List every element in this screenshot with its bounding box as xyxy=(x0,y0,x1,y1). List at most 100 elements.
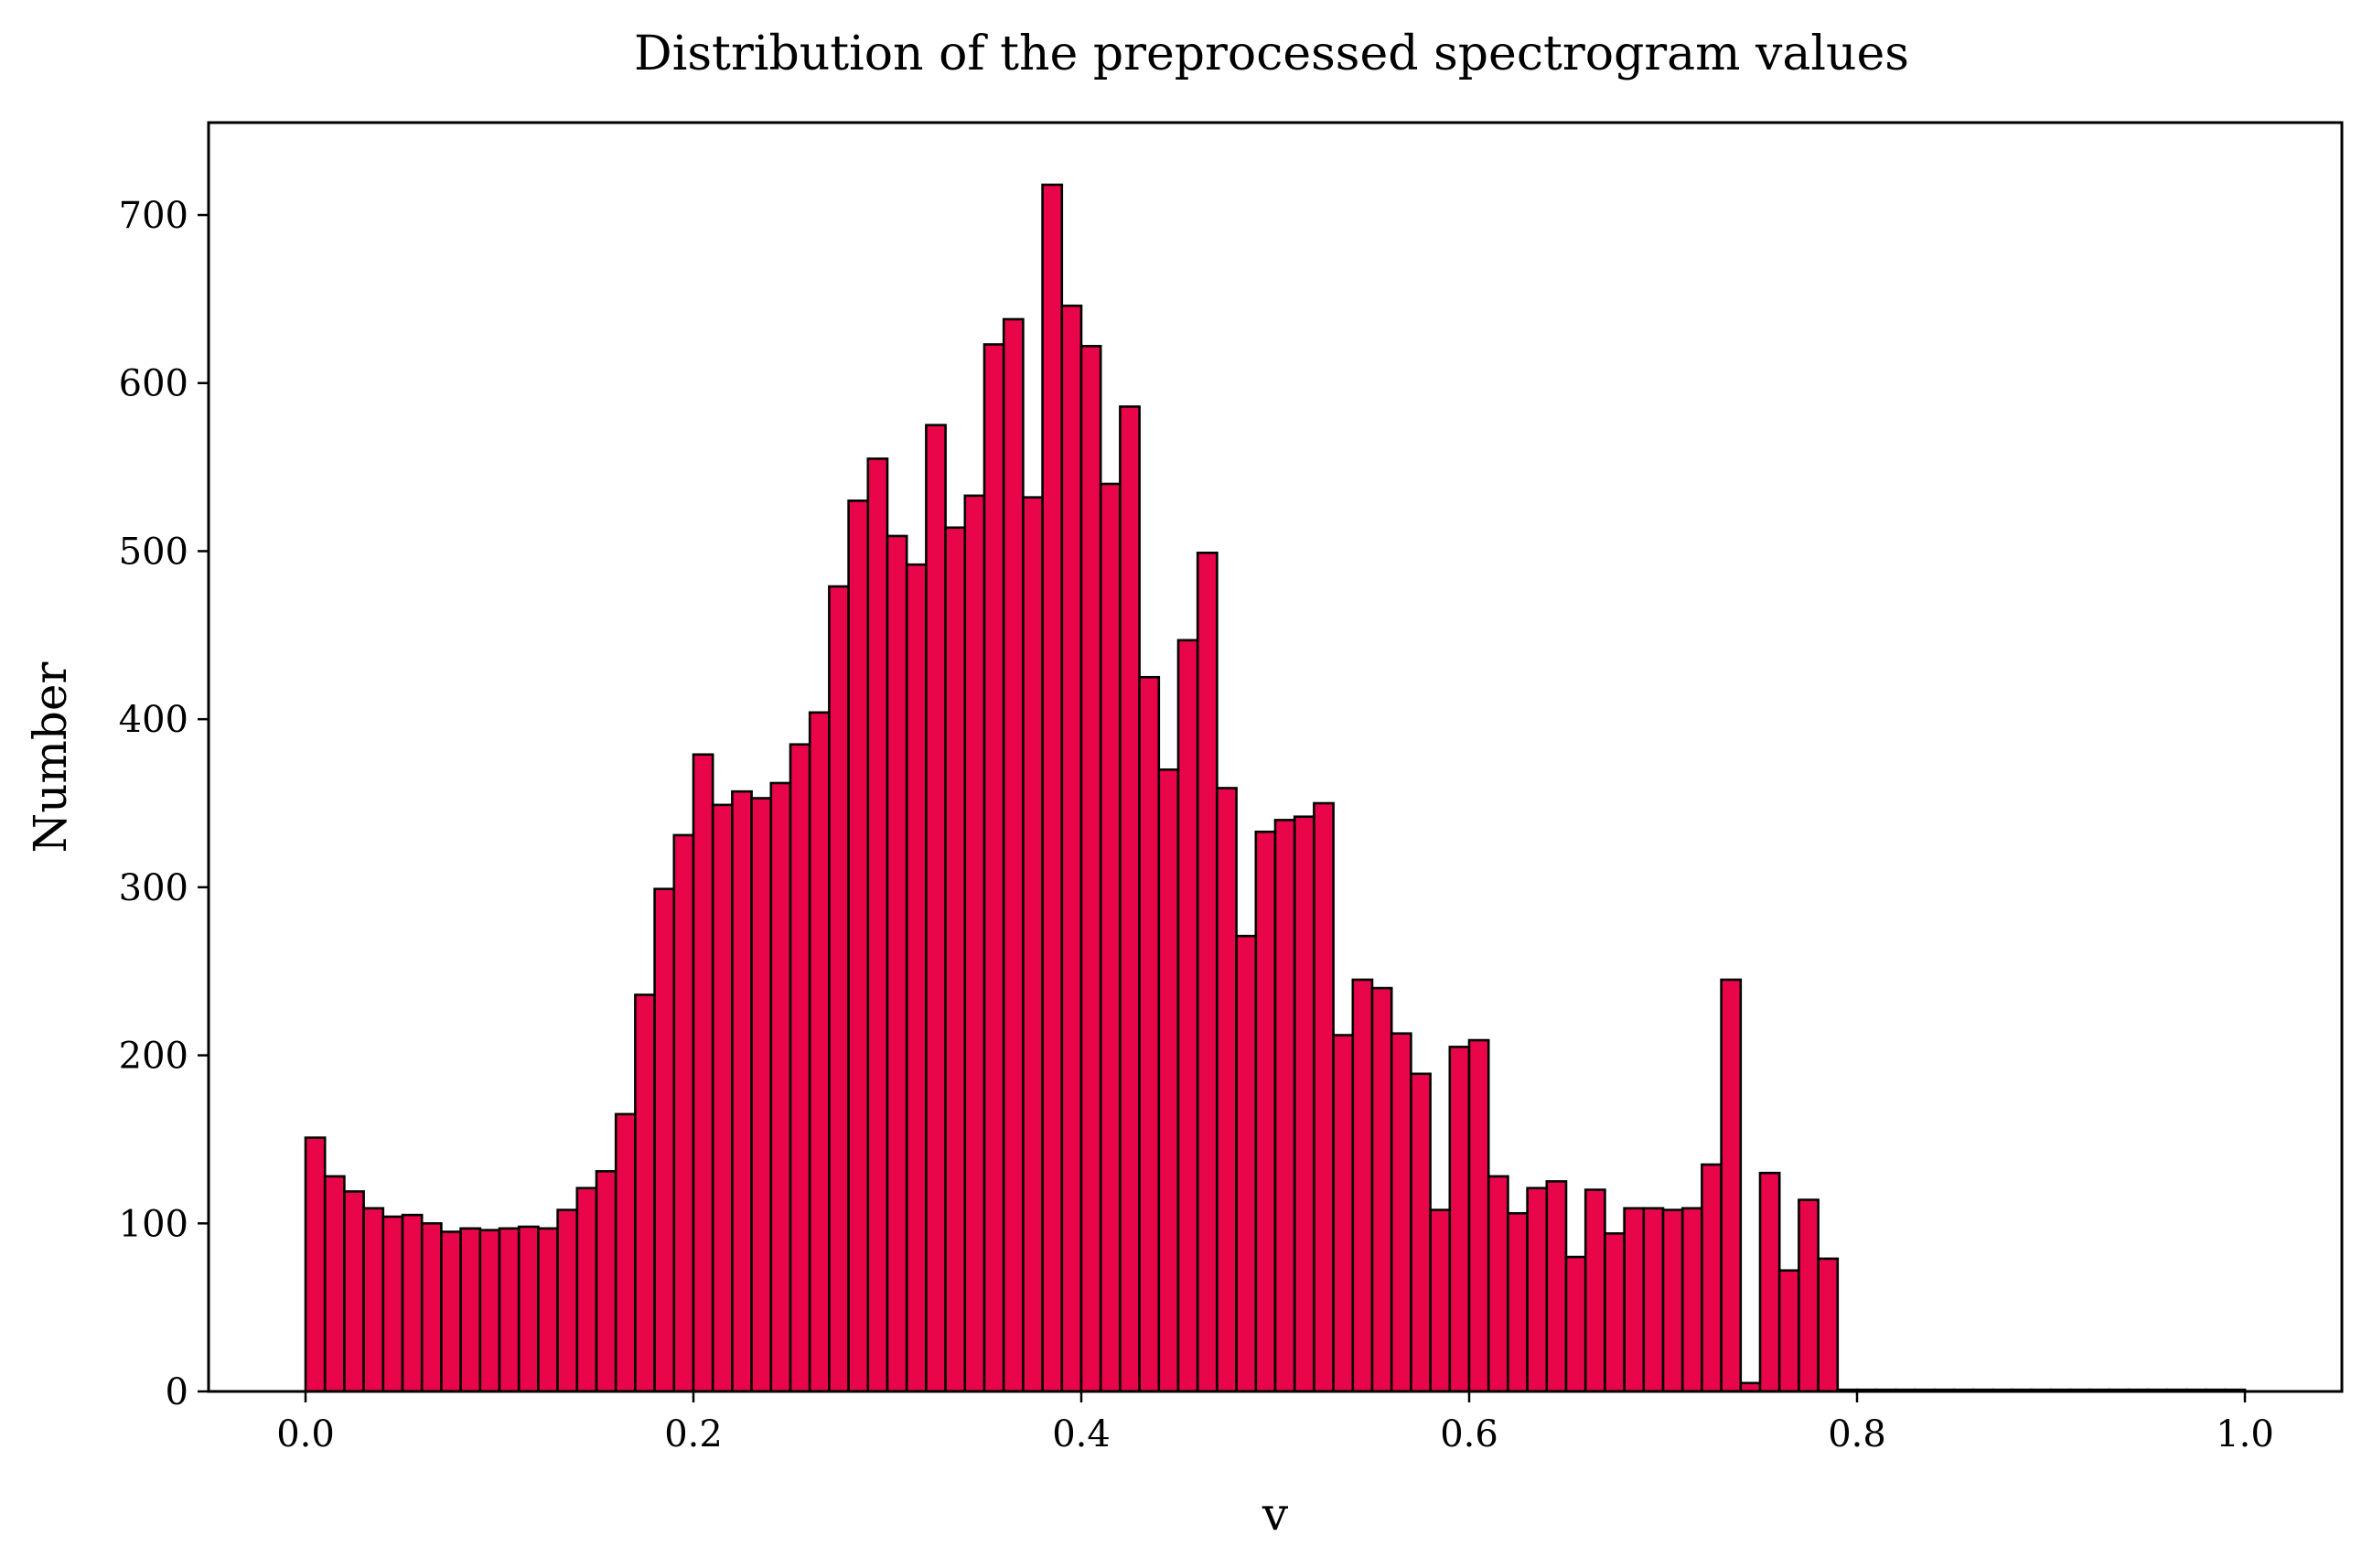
histogram-bar xyxy=(1584,1188,1606,1393)
histogram-bar xyxy=(1235,934,1258,1393)
y-tick-label: 100 xyxy=(119,1203,188,1245)
histogram-bar xyxy=(925,424,947,1393)
histogram-bar xyxy=(1448,1046,1471,1393)
histogram-bar xyxy=(789,743,811,1393)
histogram-bar xyxy=(1661,1208,1684,1393)
histogram-bar xyxy=(866,457,889,1393)
histogram-bar xyxy=(1817,1257,1840,1393)
histogram-bar xyxy=(1680,1207,1703,1393)
y-tick-label: 0 xyxy=(166,1371,188,1413)
y-tick-label: 400 xyxy=(119,699,188,741)
histogram-bar xyxy=(1467,1038,1490,1393)
histogram-bar xyxy=(1041,183,1064,1393)
histogram-bar xyxy=(1758,1171,1781,1393)
y-tick-label: 600 xyxy=(119,363,188,405)
histogram-bar xyxy=(1429,1208,1452,1393)
histogram-bar xyxy=(1777,1269,1800,1393)
histogram-bar xyxy=(828,585,850,1393)
histogram-bar xyxy=(323,1175,346,1393)
y-tick-label: 200 xyxy=(119,1036,188,1078)
histogram-bar xyxy=(847,499,870,1393)
histogram-bar xyxy=(537,1227,559,1393)
histogram-bar xyxy=(1701,1163,1723,1393)
y-axis-label: Number xyxy=(24,661,77,853)
histogram-bar xyxy=(1138,675,1161,1393)
histogram-bar xyxy=(711,803,734,1393)
x-axis-ticks: 0.0 0.2 0.4 0.6 0.8 1.0 xyxy=(276,1391,2274,1455)
histogram-bar xyxy=(440,1230,462,1393)
histogram-bar xyxy=(982,343,1005,1393)
histogram-bar xyxy=(1564,1255,1587,1393)
histogram-bar xyxy=(1604,1232,1626,1393)
histogram-bar xyxy=(1507,1211,1529,1393)
histogram-bar xyxy=(808,711,831,1393)
x-tick-label: 0.8 xyxy=(1828,1413,1886,1455)
histogram-bar xyxy=(1216,787,1238,1393)
histogram-bar xyxy=(750,797,773,1393)
histogram-bar xyxy=(478,1229,501,1393)
histogram-bar xyxy=(1060,304,1083,1393)
histogram-bar xyxy=(1720,978,1743,1393)
histogram-bar xyxy=(692,753,714,1393)
histogram-bar xyxy=(1623,1207,1646,1393)
histogram-bar xyxy=(517,1225,540,1393)
histogram-bar xyxy=(1196,551,1219,1393)
x-axis-label: v xyxy=(1262,1487,1289,1541)
histogram-bar xyxy=(1370,986,1393,1393)
y-tick-label: 300 xyxy=(119,867,188,909)
histogram-bar xyxy=(1798,1198,1820,1393)
histogram-bar xyxy=(769,781,792,1393)
x-tick-label: 0.6 xyxy=(1440,1413,1498,1455)
histogram-bar xyxy=(634,993,656,1393)
chart-title: Distribution of the preprocessed spectro… xyxy=(634,27,1909,81)
histogram-bar xyxy=(944,526,967,1393)
histogram-bar xyxy=(343,1190,365,1393)
histogram-bar xyxy=(1022,496,1044,1393)
histogram-bar xyxy=(362,1207,385,1393)
x-tick-label: 1.0 xyxy=(2216,1413,2274,1455)
histogram-bar xyxy=(963,494,986,1393)
histogram-bar xyxy=(614,1112,637,1393)
histogram-bar xyxy=(1079,345,1102,1393)
histogram-bar xyxy=(1293,815,1315,1393)
histogram-bar xyxy=(1526,1187,1549,1393)
histogram-bar xyxy=(1642,1207,1665,1393)
y-tick-label: 500 xyxy=(119,531,188,573)
histogram-bar xyxy=(1410,1072,1432,1393)
histogram-bar xyxy=(1390,1032,1412,1393)
histogram-bar xyxy=(731,789,753,1393)
histogram-bar xyxy=(653,887,676,1393)
histogram-bar xyxy=(1002,317,1025,1393)
histogram-bar xyxy=(1332,1034,1355,1393)
histogram-bar xyxy=(556,1208,579,1393)
histogram-bar xyxy=(575,1187,598,1393)
histogram-bar xyxy=(1545,1180,1568,1393)
histogram-bar xyxy=(1487,1175,1509,1393)
histogram-bar xyxy=(401,1213,424,1393)
histogram-bar xyxy=(498,1227,521,1393)
histogram-bar xyxy=(595,1170,617,1393)
histogram-bar xyxy=(459,1227,482,1393)
histogram-bar xyxy=(905,563,928,1393)
histogram-bar xyxy=(1273,819,1296,1393)
bars-group xyxy=(304,183,2247,1393)
x-tick-label: 0.0 xyxy=(276,1413,335,1455)
histogram-bar xyxy=(1157,768,1180,1393)
histogram-bar xyxy=(304,1136,327,1393)
histogram-bar xyxy=(1254,830,1277,1393)
histogram-bar xyxy=(381,1215,404,1393)
x-tick-label: 0.2 xyxy=(664,1413,723,1455)
plot-frame xyxy=(207,121,2344,1393)
histogram-bar xyxy=(1099,482,1122,1393)
histogram-bar xyxy=(420,1221,443,1393)
histogram-bar xyxy=(886,534,908,1393)
y-axis-ticks: 0 100 200 300 400 500 600 700 xyxy=(119,195,209,1413)
y-tick-label: 700 xyxy=(119,195,188,237)
histogram-bar xyxy=(1119,405,1141,1393)
histogram-bar xyxy=(672,833,695,1393)
histogram-bar xyxy=(1176,639,1199,1393)
x-tick-label: 0.4 xyxy=(1052,1413,1111,1455)
histogram-bar xyxy=(1313,801,1335,1393)
histogram-bar xyxy=(1351,978,1374,1393)
